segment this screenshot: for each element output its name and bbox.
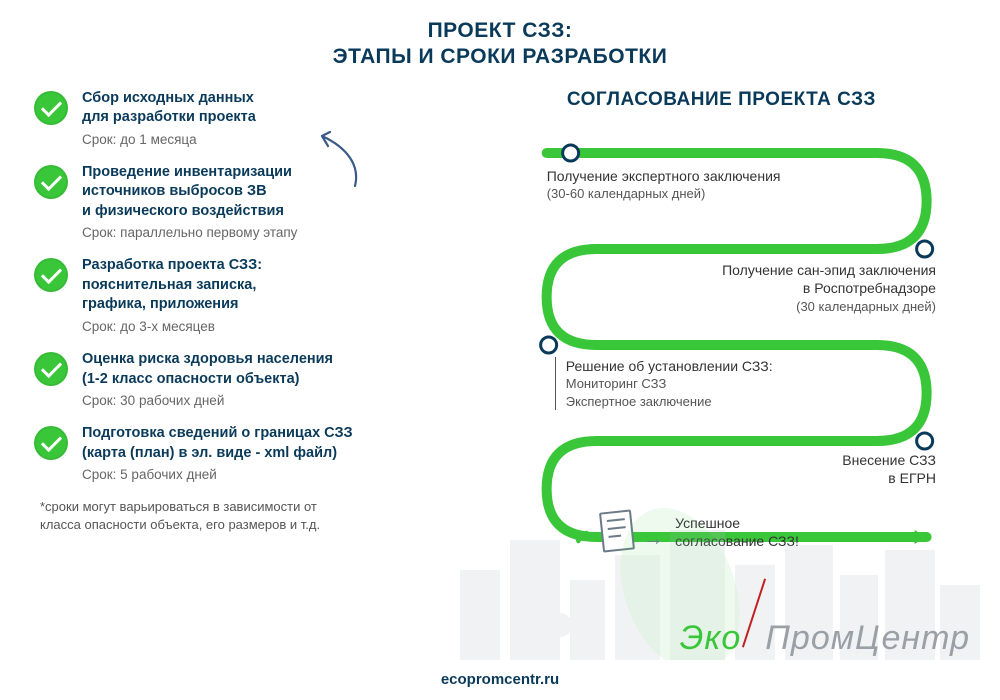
approval-flowchart: Получение экспертного заключения (30-60 …	[477, 123, 966, 623]
flow-node-sub: Мониторинг СЗЗЭкспертное заключение	[566, 375, 773, 410]
check-icon	[34, 426, 68, 460]
title-line-2: ЭТАПЫ И СРОКИ РАЗРАБОТКИ	[0, 44, 1000, 70]
arrow-right-icon: →	[643, 528, 663, 551]
check-icon	[34, 352, 68, 386]
step-item: Подготовка сведений о границах СЗЗ(карта…	[34, 424, 453, 482]
step-subtitle: Срок: 5 рабочих дней	[82, 467, 353, 482]
document-icon	[599, 509, 635, 552]
step-subtitle: Срок: 30 рабочих дней	[82, 393, 333, 408]
step-subtitle: Срок: до 1 месяца	[82, 132, 256, 147]
flow-node-label: Получение экспертного заключения (30-60 …	[547, 167, 781, 203]
step-title: Оценка риска здоровья населения(1-2 клас…	[82, 350, 333, 389]
success-check-icon: ✓	[573, 525, 591, 551]
logo-promcentr: ПромЦентр	[765, 619, 970, 658]
flow-node-title: Решение об установлении СЗЗ:	[566, 357, 773, 376]
flow-node-label: Получение сан-эпид заключенияв Роспотреб…	[636, 261, 936, 316]
title-line-1: ПРОЕКТ СЗЗ:	[0, 18, 1000, 44]
approval-column: СОГЛАСОВАНИЕ ПРОЕКТА СЗЗ Получение экспе…	[463, 89, 966, 623]
step-subtitle: Срок: до 3-х месяцев	[82, 319, 262, 334]
check-icon	[34, 165, 68, 199]
step-subtitle: Срок: параллельно первому этапу	[82, 225, 297, 240]
step-title: Сбор исходных данныхдля разработки проек…	[82, 89, 256, 128]
flow-node-title: Получение экспертного заключения	[547, 167, 781, 186]
footnote-text: *сроки могут варьироваться в зависимости…	[34, 498, 453, 533]
step-item: Сбор исходных данныхдля разработки проек…	[34, 89, 453, 147]
flow-node-label: Внесение СЗЗв ЕГРН	[756, 451, 936, 489]
steps-column: Сбор исходных данныхдля разработки проек…	[34, 89, 463, 623]
flow-node-sub: (30-60 календарных дней)	[547, 185, 781, 203]
step-title: Разработка проекта СЗЗ:пояснительная зап…	[82, 256, 262, 315]
check-icon	[34, 258, 68, 292]
success-block: ✓ → Успешноесогласование СЗЗ!	[573, 511, 799, 551]
step-title: Подготовка сведений о границах СЗЗ(карта…	[82, 424, 353, 463]
page-title: ПРОЕКТ СЗЗ: ЭТАПЫ И СРОКИ РАЗРАБОТКИ	[0, 0, 1000, 71]
site-url: ecopromcentr.ru	[0, 671, 1000, 688]
flow-node-title: Получение сан-эпид заключенияв Роспотреб…	[636, 261, 936, 299]
step-item: Оценка риска здоровья населения(1-2 клас…	[34, 350, 453, 408]
logo-eco: Эко	[680, 619, 742, 658]
success-text: Успешноесогласование СЗЗ!	[675, 514, 799, 550]
flow-node-title: Внесение СЗЗв ЕГРН	[756, 451, 936, 489]
flow-node-sub: (30 календарных дней)	[636, 298, 936, 316]
check-icon	[34, 91, 68, 125]
step-item: Разработка проекта СЗЗ:пояснительная зап…	[34, 256, 453, 334]
step-title: Проведение инвентаризацииисточников выбр…	[82, 163, 297, 222]
approval-title: СОГЛАСОВАНИЕ ПРОЕКТА СЗЗ	[477, 89, 966, 111]
step-item: Проведение инвентаризацииисточников выбр…	[34, 163, 453, 241]
flow-node-label: Решение об установлении СЗЗ: Мониторинг …	[555, 357, 773, 411]
